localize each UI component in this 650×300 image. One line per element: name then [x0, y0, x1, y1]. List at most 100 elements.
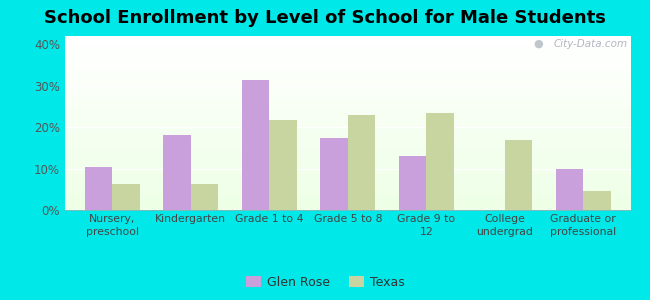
Bar	[65, 43, 630, 44]
Bar	[65, 157, 630, 158]
Bar	[65, 84, 630, 85]
Bar	[65, 55, 630, 56]
Bar	[65, 75, 630, 76]
Bar	[65, 176, 630, 177]
Bar	[65, 51, 630, 52]
Bar	[65, 177, 630, 178]
Bar	[65, 90, 630, 91]
Bar	[65, 93, 630, 94]
Bar	[65, 132, 630, 133]
Bar	[65, 112, 630, 113]
Bar	[65, 67, 630, 68]
Bar	[65, 190, 630, 191]
Bar	[190, 184, 218, 210]
Bar	[65, 138, 630, 139]
Bar	[65, 48, 630, 49]
Bar	[426, 112, 454, 210]
Bar	[65, 104, 630, 105]
Bar	[84, 167, 112, 210]
Bar	[65, 49, 630, 50]
Bar	[65, 115, 630, 116]
Bar	[65, 111, 630, 112]
Bar	[65, 50, 630, 51]
Bar	[65, 183, 630, 184]
Bar	[65, 46, 630, 47]
Bar	[65, 136, 630, 137]
Bar	[65, 41, 630, 42]
Bar	[65, 53, 630, 54]
Bar	[65, 114, 630, 115]
Bar	[65, 64, 630, 65]
Bar	[65, 69, 630, 70]
Bar	[65, 120, 630, 121]
Bar	[65, 89, 630, 90]
Bar	[65, 141, 630, 142]
Bar	[65, 137, 630, 138]
Bar	[65, 52, 630, 53]
Bar	[65, 66, 630, 67]
Bar	[65, 173, 630, 174]
Bar	[65, 124, 630, 125]
Bar	[65, 182, 630, 183]
Bar	[65, 152, 630, 153]
Bar	[65, 85, 630, 86]
Bar	[65, 109, 630, 110]
Bar	[242, 80, 269, 210]
Text: ●: ●	[533, 39, 543, 49]
Bar	[65, 156, 630, 157]
Bar	[65, 39, 630, 40]
Bar	[65, 167, 630, 168]
Bar	[65, 198, 630, 199]
Bar	[65, 123, 630, 124]
Legend: Glen Rose, Texas: Glen Rose, Texas	[240, 271, 410, 294]
Bar	[65, 58, 630, 59]
Bar	[65, 149, 630, 150]
Bar	[65, 97, 630, 98]
Bar	[65, 102, 630, 103]
Bar	[65, 44, 630, 45]
Bar	[65, 179, 630, 180]
Bar	[65, 79, 630, 80]
Bar	[65, 63, 630, 64]
Bar	[399, 156, 426, 210]
Bar	[65, 181, 630, 182]
Bar	[65, 208, 630, 209]
Bar	[65, 187, 630, 188]
Bar	[65, 62, 630, 63]
Bar	[65, 200, 630, 201]
Bar	[65, 196, 630, 197]
Bar	[65, 103, 630, 104]
Bar	[65, 202, 630, 203]
Bar	[65, 199, 630, 200]
Bar	[65, 88, 630, 89]
Bar	[65, 159, 630, 160]
Bar	[65, 126, 630, 127]
Bar	[65, 166, 630, 167]
Bar	[65, 65, 630, 66]
Bar	[65, 59, 630, 60]
Bar	[65, 56, 630, 57]
Bar	[65, 99, 630, 100]
Bar	[65, 161, 630, 162]
Bar	[505, 140, 532, 210]
Bar	[65, 129, 630, 130]
Bar	[65, 191, 630, 192]
Bar	[65, 100, 630, 101]
Bar	[65, 201, 630, 202]
Bar	[65, 74, 630, 75]
Bar	[65, 165, 630, 166]
Bar	[65, 162, 630, 163]
Bar	[65, 116, 630, 117]
Bar	[65, 134, 630, 135]
Bar	[65, 197, 630, 198]
Bar	[65, 118, 630, 119]
Bar	[65, 77, 630, 78]
Bar	[65, 180, 630, 181]
Text: City-Data.com: City-Data.com	[554, 40, 628, 50]
Bar	[65, 37, 630, 38]
Bar	[65, 163, 630, 164]
Bar	[65, 60, 630, 61]
Bar	[65, 117, 630, 118]
Bar	[65, 70, 630, 71]
Bar	[65, 57, 630, 58]
